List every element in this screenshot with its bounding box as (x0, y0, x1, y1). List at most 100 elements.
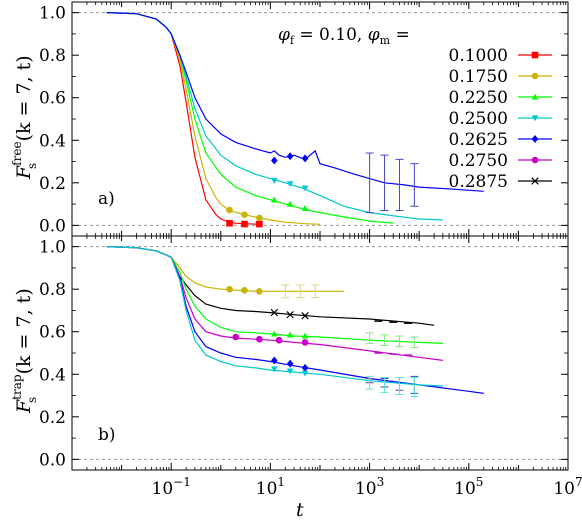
panel-b-ylabel: Ftrap(k = 7, t) s (10, 288, 39, 414)
legend-entry-4: 0.2625 (449, 130, 508, 150)
legend-phi-f: φ (278, 25, 290, 45)
panel-b-errorbar-0-2 (311, 284, 320, 299)
panel-b-errorbar-1-2 (395, 335, 404, 348)
svg-text:φf = 0.10, φm =: φf = 0.10, φm = (278, 25, 410, 47)
panel-b-ytick-label-0: 0.0 (39, 450, 66, 470)
panel-a-errorbar-0-3 (410, 163, 419, 207)
x-tick-label-3: 105 (454, 475, 483, 499)
panel-b-series-1-marker-2 (301, 312, 309, 320)
panel-b-series-2-marker-2 (301, 332, 309, 339)
panel-b-ylabel-sub: s (25, 397, 39, 403)
panel-a-series-0-marker-0 (226, 219, 233, 227)
panel-a-errorbar-0-1 (380, 154, 389, 211)
panel-a-ytick-label-4: 0.8 (39, 46, 66, 66)
svg-text:Ffree(k = 7, t): Ffree(k = 7, t) (10, 55, 35, 180)
panel-a-curves (72, 12, 568, 226)
legend-marker-6 (531, 177, 539, 185)
legend: φf = 0.10, φm = 0.1000 0.1750 0.2250 0.2… (278, 25, 552, 192)
panel-a-free: 0.00.20.40.60.81.0 a) Ffree(k = 7, t) s … (10, 1, 569, 237)
panel-b-series-line-1 (179, 276, 435, 326)
panel-b-errorbar-3-2 (395, 376, 404, 395)
panel-b-errorbar-3-0 (365, 375, 374, 390)
panel-a-ylabel-args: (k = 7, t) (13, 55, 35, 141)
legend-marker-5 (531, 156, 539, 164)
panel-b-markers (226, 285, 413, 377)
panel-b-series-4-marker-1 (286, 359, 294, 368)
panel-a-series-3-marker-1 (286, 181, 294, 188)
legend-phi-f-val: = 0.10, (294, 25, 368, 45)
panel-b-ytick-label-1: 0.2 (39, 408, 66, 428)
panel-a-errorbar-0-2 (395, 158, 404, 211)
panel-a-series-4-marker-2 (301, 154, 309, 163)
panel-a-series-1-marker-0 (226, 206, 233, 214)
panel-a-ytick-label-2: 0.4 (39, 131, 66, 151)
panel-b-series-3-marker-2 (275, 336, 283, 344)
panel-b-label: b) (98, 425, 116, 445)
panel-b-ytick-label-4: 0.8 (39, 280, 66, 300)
panel-a-series-4-marker-0 (271, 156, 278, 165)
panel-b-series-4-marker-2 (301, 363, 309, 372)
panel-a-ytick-label-1: 0.2 (39, 174, 66, 194)
legend-phi-m: φ (368, 25, 380, 45)
x-axis-label: t (296, 499, 304, 520)
panel-a-ylabel-sub: s (25, 163, 39, 169)
panel-b-series-line-2 (106, 246, 443, 344)
legend-phi-f-sub: f (290, 34, 295, 47)
x-tick-label-0: 10−1 (152, 475, 191, 499)
panel-a-series-2-marker-1 (286, 200, 294, 207)
panel-b-axes: 0.0 0.2 0.4 0.6 0.8 1.0 10−1 101 103 105 107 (39, 236, 582, 499)
panel-a-series-0-marker-2 (256, 220, 263, 228)
legend-entry-3: 0.2500 (449, 109, 508, 129)
svg-text:Ftrap(k = 7, t): Ftrap(k = 7, t) (10, 288, 35, 414)
panel-a-ytick-label-3: 0.6 (39, 89, 66, 109)
panel-a-series-line-4 (106, 12, 484, 192)
panel-b-trap: 0.0 0.2 0.4 0.6 0.8 1.0 10−1 101 103 105 107 b) Ft… (10, 235, 582, 520)
panel-b-errorbar-0-1 (296, 284, 305, 299)
panel-a-label: a) (98, 189, 115, 209)
legend-entry-5: 0.2750 (449, 151, 508, 171)
panel-b-series-0-marker-0 (226, 285, 233, 293)
panel-b-series-0-marker-1 (241, 286, 248, 294)
legend-entry-1: 0.1750 (449, 67, 508, 87)
panel-b-series-5-marker-2 (301, 370, 309, 377)
panel-b-series-line-3 (106, 246, 443, 361)
panel-b-series-0-marker-2 (256, 288, 263, 295)
panel-a-series-2-marker-2 (301, 205, 309, 211)
panel-b-frame (71, 235, 569, 471)
panel-a-ytick-label-0: 0.0 (39, 216, 66, 236)
panel-b-errorbar-0-0 (281, 284, 290, 299)
panel-b-series-4-marker-0 (271, 356, 278, 365)
panel-a-ylabel: Ffree(k = 7, t) s (10, 55, 39, 180)
panel-a-series-2-marker-0 (271, 196, 278, 203)
panel-b-series-3-marker-3 (301, 339, 309, 346)
panel-b-series-2-marker-1 (286, 331, 294, 338)
legend-phi-m-val: = (390, 25, 410, 45)
panel-a-series-1-marker-2 (256, 214, 263, 222)
panel-a-series-4-marker-1 (286, 152, 294, 161)
panel-b-series-line-0 (106, 246, 344, 292)
panel-b-series-1-marker-0 (270, 308, 279, 317)
panel-b-series-5-marker-0 (271, 366, 278, 373)
legend-marker-1 (531, 72, 539, 80)
panel-b-errorbars (281, 284, 419, 398)
panel-a-ylabel-sup: free (10, 141, 24, 165)
panel-b-curves (72, 246, 568, 460)
x-tick-label-1: 101 (256, 475, 285, 499)
panel-b-errorbar-1-3 (410, 336, 419, 349)
panel-b-series-3-marker-0 (232, 333, 240, 341)
legend-entry-6: 0.2875 (449, 172, 508, 192)
legend-marker-2 (531, 93, 539, 100)
x-tick-label-4: 107 (553, 475, 582, 499)
panel-b-series-line-5 (106, 246, 443, 387)
panel-a-axes: 0.0 0.2 0.4 0.6 0.8 1.0 (39, 2, 569, 236)
panel-a-series-3-marker-2 (301, 185, 309, 192)
legend-entry-0: 0.1000 (449, 46, 508, 66)
panel-b-ylabel-sup: trap (10, 374, 24, 400)
legend-entry-2: 0.2250 (449, 88, 508, 108)
panel-a-series-1-marker-1 (241, 211, 248, 219)
panel-a-series-0-marker-1 (241, 220, 248, 228)
panel-b-errorbar-3-3 (410, 376, 419, 398)
panel-b-ytick-label-2: 0.4 (39, 365, 66, 385)
legend-phi-m-sub: m (380, 34, 391, 47)
